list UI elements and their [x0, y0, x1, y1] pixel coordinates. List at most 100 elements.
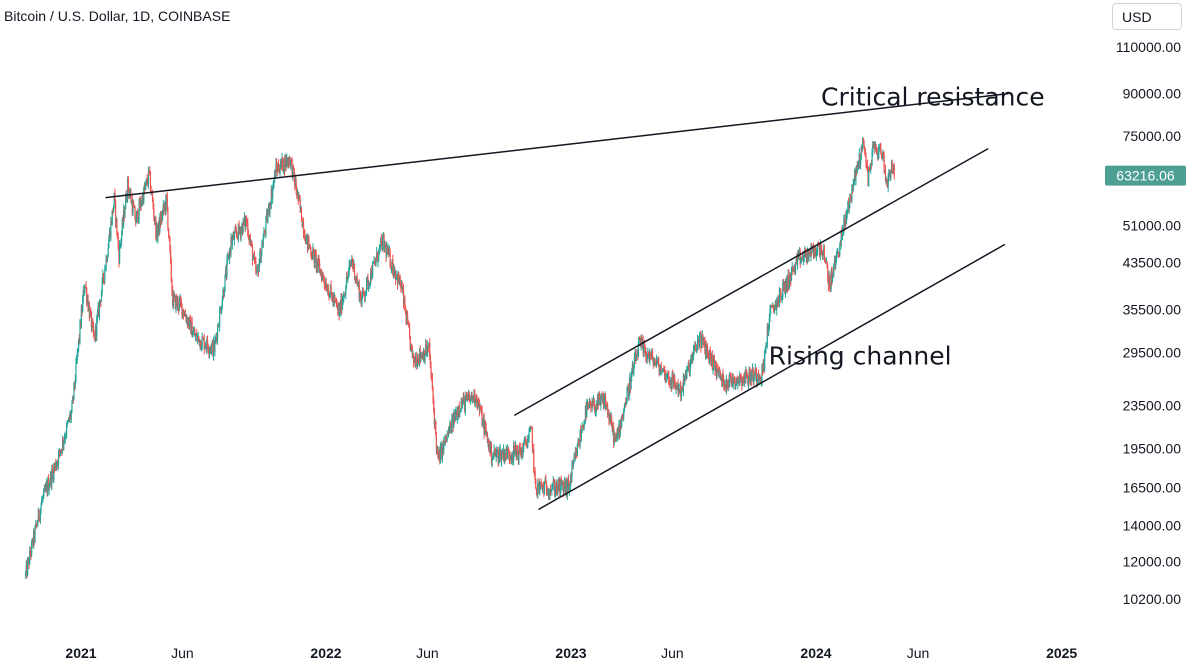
candle	[495, 449, 497, 462]
candle	[418, 361, 420, 366]
candle	[507, 446, 509, 452]
candle	[809, 249, 811, 258]
annotation-critical-resistance: Critical resistance	[821, 82, 1045, 111]
candle	[652, 356, 654, 369]
candle	[674, 374, 676, 389]
candle	[253, 252, 255, 258]
candle	[171, 278, 173, 297]
candle	[717, 363, 719, 373]
candle	[707, 343, 709, 358]
candle	[688, 359, 690, 371]
currency-button[interactable]: USD	[1112, 3, 1182, 30]
candle	[190, 321, 193, 336]
candle	[515, 444, 517, 461]
candle	[498, 446, 501, 463]
candle	[157, 224, 159, 244]
candle	[384, 243, 387, 248]
candle	[201, 332, 203, 351]
candle	[653, 357, 656, 367]
candle	[394, 266, 396, 277]
candle	[389, 248, 391, 268]
candle	[680, 380, 682, 402]
candle	[462, 399, 464, 409]
candle	[828, 270, 830, 287]
candle	[496, 448, 499, 455]
candle	[466, 393, 468, 403]
candle	[891, 160, 893, 174]
candle	[506, 447, 508, 459]
candle	[199, 339, 201, 351]
price-axis[interactable]: 110000.00 90000.00 75000.00 51000.00 43500.0…	[1116, 39, 1181, 607]
candle	[65, 422, 68, 439]
candle	[360, 294, 362, 307]
candle	[252, 256, 254, 261]
candle	[821, 250, 823, 260]
candle	[892, 170, 894, 175]
candle	[233, 231, 235, 246]
candle	[134, 205, 136, 221]
candle	[246, 219, 248, 226]
candle	[460, 397, 462, 413]
candle	[281, 153, 283, 168]
trendline-channel-upper[interactable]	[513, 147, 989, 417]
candle	[179, 293, 181, 307]
candle	[298, 194, 301, 202]
candle	[644, 344, 646, 357]
candle	[615, 432, 617, 443]
candle	[529, 426, 531, 433]
candle	[639, 338, 642, 348]
candle	[792, 269, 795, 272]
candle	[47, 476, 49, 497]
candle	[846, 208, 848, 219]
candle	[290, 159, 292, 170]
candle	[640, 334, 642, 351]
candle	[576, 443, 578, 457]
candle	[819, 242, 821, 258]
candle	[149, 166, 151, 174]
trendline-critical-resistance[interactable]	[105, 92, 1009, 199]
candle	[845, 209, 848, 225]
candle	[273, 178, 275, 189]
x-tick-label: 2022	[310, 645, 341, 661]
candle	[191, 316, 193, 338]
candle	[831, 272, 834, 284]
y-tick-label: 90000.00	[1123, 86, 1182, 102]
candle	[796, 251, 799, 270]
candle	[667, 370, 669, 379]
candle	[833, 263, 835, 279]
candle	[440, 440, 442, 453]
candle	[655, 363, 657, 368]
candle	[81, 304, 83, 317]
candle	[173, 291, 175, 303]
candle	[311, 251, 313, 260]
candle	[59, 448, 61, 458]
candle	[45, 482, 47, 493]
candle	[886, 179, 889, 189]
candle	[631, 367, 633, 382]
candle	[321, 271, 323, 281]
candle	[152, 197, 154, 210]
candle	[237, 235, 239, 241]
candle	[75, 357, 77, 383]
candle	[468, 391, 470, 403]
trendline-channel-lower[interactable]	[538, 243, 1006, 511]
candle	[543, 481, 546, 495]
candle	[227, 254, 229, 260]
candle	[331, 292, 333, 303]
candle	[314, 248, 316, 269]
candle	[430, 361, 432, 379]
candle	[500, 449, 502, 463]
candle	[355, 275, 358, 282]
candle	[532, 449, 534, 453]
candle	[493, 444, 495, 459]
candle	[235, 223, 237, 232]
candle	[747, 375, 750, 389]
candle	[848, 201, 850, 214]
candle	[837, 251, 840, 258]
annotation-rising-channel: Rising channel	[769, 342, 952, 371]
candle	[508, 451, 511, 465]
time-axis[interactable]: 2021 Jun 2022 Jun 2023 Jun 2024 Jun 2025	[65, 645, 1077, 661]
candle	[677, 379, 679, 398]
candle	[553, 479, 556, 498]
